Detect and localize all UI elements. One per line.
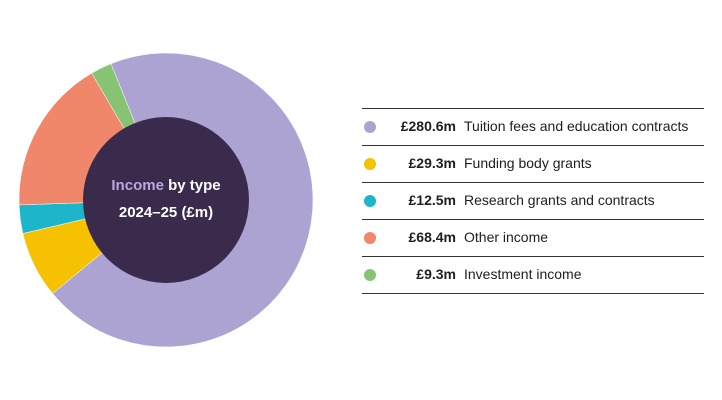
- legend-label: Tuition fees and education contracts: [464, 118, 689, 134]
- chart-center-title: Income by type 2024–25 (£m): [84, 172, 248, 226]
- center-title-accent: Income: [111, 177, 164, 194]
- donut-chart: Income by type 2024–25 (£m): [0, 0, 340, 400]
- center-title-rest: by type: [163, 177, 221, 194]
- legend-label: Funding body grants: [464, 155, 592, 171]
- legend-item-investment: £9.3m Investment income: [362, 257, 704, 294]
- legend-label: Investment income: [464, 266, 582, 282]
- legend-swatch: [364, 195, 376, 207]
- legend-value: £9.3m: [416, 266, 456, 282]
- legend-label: Research grants and contracts: [464, 192, 655, 208]
- center-title-line2: 2024–25 (£m): [118, 204, 214, 221]
- donut-svg: [18, 52, 314, 348]
- legend-item-funding-body: £29.3m Funding body grants: [362, 146, 704, 183]
- legend-value: £29.3m: [408, 155, 456, 171]
- legend-swatch: [364, 158, 376, 170]
- donut-center: [83, 117, 249, 283]
- legend-label: Other income: [464, 229, 549, 245]
- legend-item-tuition: £280.6m Tuition fees and education contr…: [362, 109, 704, 146]
- legend: £280.6m Tuition fees and education contr…: [362, 108, 704, 294]
- legend-swatch: [364, 232, 376, 244]
- legend-value: £68.4m: [408, 229, 456, 245]
- legend-item-other: £68.4m Other income: [362, 220, 704, 257]
- legend-swatch: [364, 269, 376, 281]
- legend-value: £280.6m: [400, 118, 456, 134]
- legend-swatch: [364, 121, 376, 133]
- legend-item-research: £12.5m Research grants and contracts: [362, 183, 704, 220]
- legend-value: £12.5m: [408, 192, 456, 208]
